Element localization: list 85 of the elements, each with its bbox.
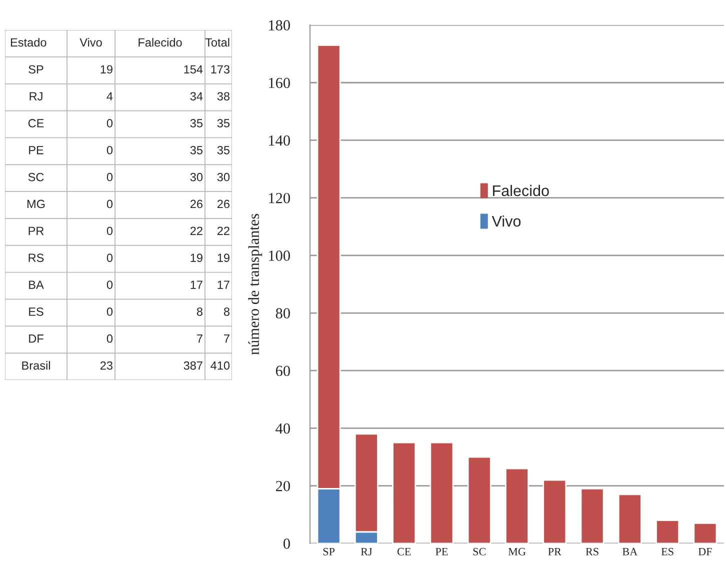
x-tick-label: BA <box>622 548 638 556</box>
x-tick-label: MG <box>508 548 526 556</box>
bar <box>656 520 680 544</box>
text: 154 <box>184 65 203 74</box>
bar <box>542 479 567 544</box>
y-tick-label: 0 <box>284 538 290 549</box>
text: 19 <box>100 65 112 74</box>
x-tick-label: SC <box>473 548 486 556</box>
y-axis-title: número de transplantes <box>248 214 262 355</box>
text: 19 <box>218 254 230 262</box>
text: 0 <box>106 334 113 343</box>
x-tick-label: RS <box>586 548 598 556</box>
text: Estado <box>10 38 46 47</box>
bar <box>467 456 492 544</box>
text: 30 <box>217 172 230 182</box>
y-tick-label: 20 <box>276 480 290 492</box>
text: 38 <box>217 92 230 100</box>
text: 35 <box>190 146 203 154</box>
bar <box>693 522 718 544</box>
text: 0 <box>106 200 113 208</box>
text: 23 <box>100 361 112 370</box>
x-tick-label: PR <box>548 548 562 556</box>
text: 26 <box>217 200 230 208</box>
text: 8 <box>196 308 202 316</box>
text: 0 <box>106 172 113 182</box>
y-tick-label: 120 <box>268 192 290 204</box>
text: 22 <box>190 226 202 235</box>
text: RJ <box>30 92 42 100</box>
text: 7 <box>224 334 230 343</box>
text: 173 <box>211 65 230 74</box>
text: RS <box>28 254 44 262</box>
y-tick-label: 160 <box>268 78 290 88</box>
text: PE <box>29 146 44 154</box>
text: 0 <box>106 119 113 128</box>
text: SC <box>28 172 44 182</box>
text: PR <box>28 226 44 235</box>
text: 35 <box>217 119 230 128</box>
text: 8 <box>224 308 230 316</box>
text: 35 <box>217 146 230 154</box>
bar <box>580 488 604 544</box>
text: CE <box>28 119 44 128</box>
x-tick-label: RJ <box>360 548 372 556</box>
x-tick-label: SP <box>323 548 335 556</box>
text: 26 <box>190 200 202 208</box>
y-tick-label: 140 <box>268 135 290 146</box>
text: Brasil <box>22 361 50 370</box>
y-tick-label: 40 <box>276 423 290 434</box>
text: 410 <box>210 361 230 370</box>
bar <box>392 442 416 544</box>
text: 0 <box>106 280 113 289</box>
legend-label: Vivo <box>492 215 521 227</box>
text: 19 <box>190 254 202 262</box>
text: 34 <box>190 92 203 100</box>
text: Total <box>205 38 230 47</box>
text: 7 <box>197 334 202 343</box>
y-tick-label: 100 <box>268 250 290 261</box>
text: 4 <box>106 92 113 100</box>
text: 17 <box>190 280 202 289</box>
x-tick-label: ES <box>661 548 674 556</box>
text: ES <box>29 308 44 316</box>
bar <box>618 494 642 544</box>
legend-label: Falecido <box>493 184 549 196</box>
text: 0 <box>106 146 113 154</box>
text: 35 <box>190 119 203 128</box>
text: 0 <box>106 254 113 262</box>
text: 0 <box>106 226 113 236</box>
x-tick-label: DF <box>698 548 712 556</box>
y-tick-label: 180 <box>268 20 290 30</box>
y-tick-label: 60 <box>276 366 290 376</box>
y-tick-label: 80 <box>276 308 290 318</box>
text: 22 <box>217 226 230 235</box>
bar <box>430 442 454 544</box>
text: MG <box>27 200 45 208</box>
x-tick-label: CE <box>397 548 411 556</box>
text: Falecido <box>138 38 182 47</box>
text: 17 <box>218 280 230 289</box>
text: SP <box>28 65 44 74</box>
bar <box>505 468 529 544</box>
text: Vivo <box>80 38 102 47</box>
text: 30 <box>190 172 203 182</box>
text: 387 <box>184 361 202 370</box>
text: DF <box>29 334 44 343</box>
text: BA <box>29 280 44 289</box>
text: 0 <box>106 308 113 316</box>
x-tick-label: PE <box>436 548 448 556</box>
